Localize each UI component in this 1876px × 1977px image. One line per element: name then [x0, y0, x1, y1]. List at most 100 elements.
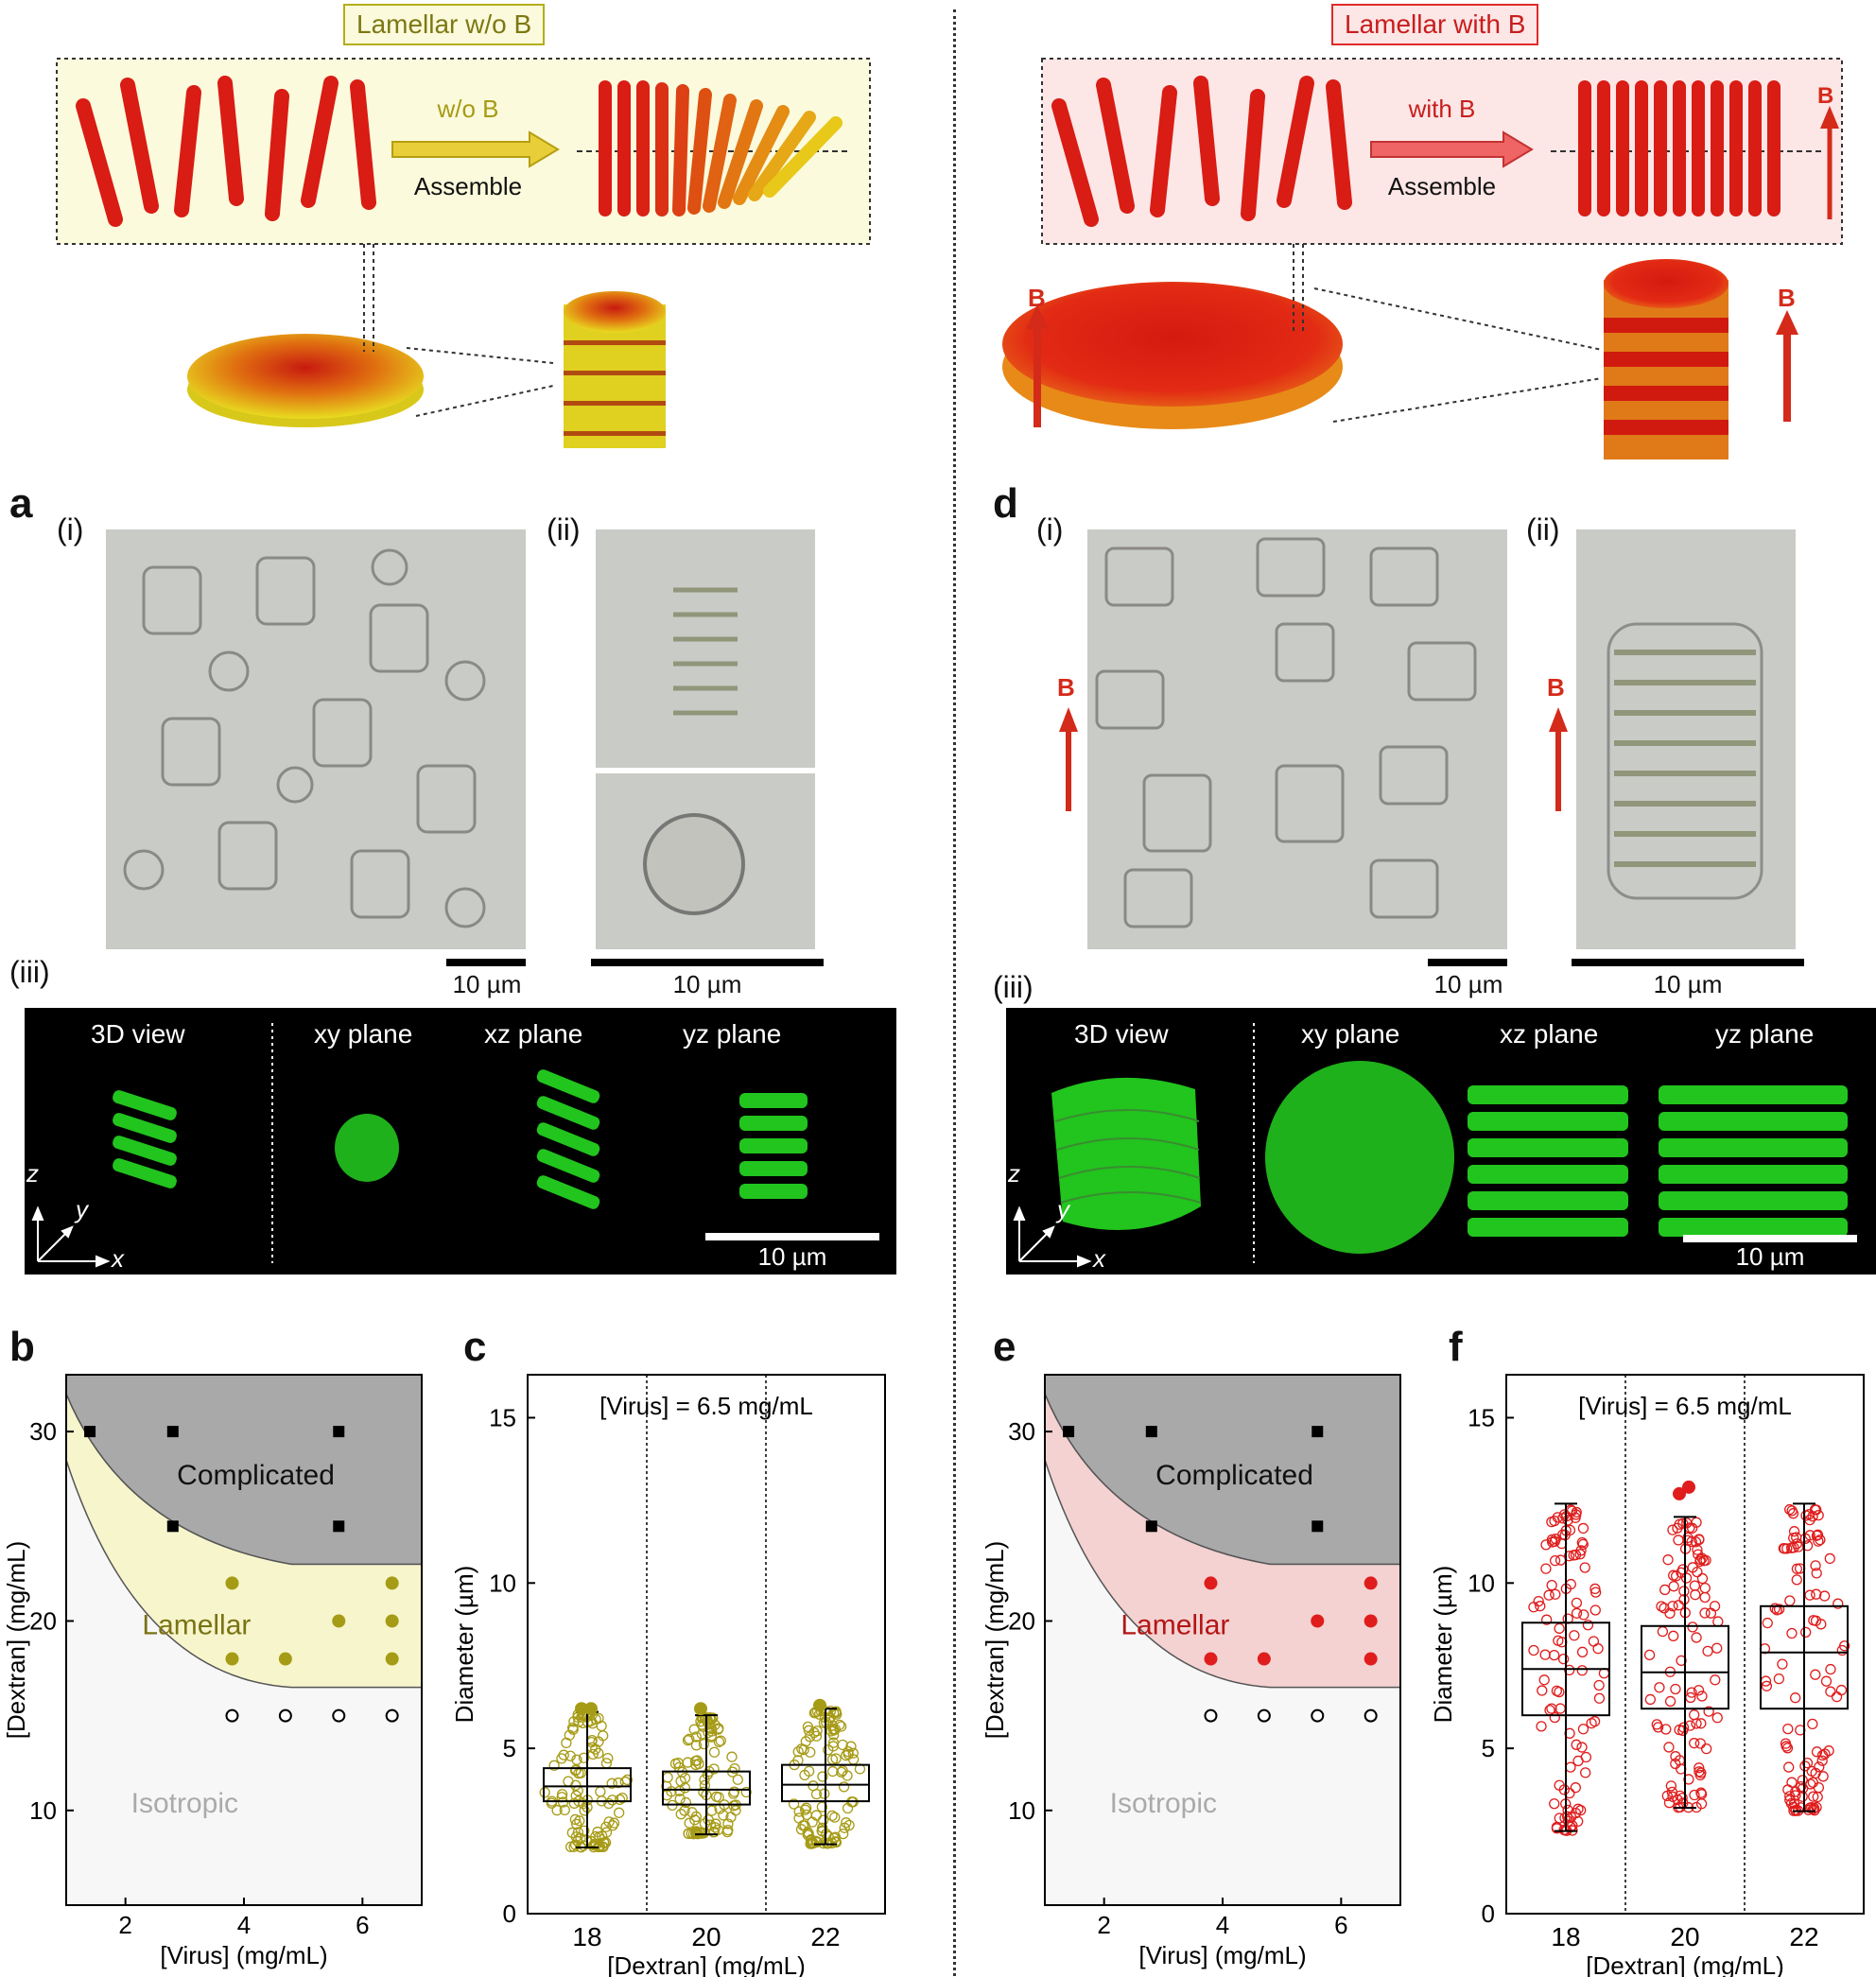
data-point	[1687, 1562, 1698, 1573]
marker-isotropic	[1311, 1708, 1325, 1723]
y-tick-label: 15	[1468, 1403, 1495, 1431]
data-point	[1670, 1683, 1681, 1695]
data-point	[1793, 1541, 1804, 1552]
y-axis-title: Diameter (µm)	[450, 1566, 478, 1724]
data-point	[539, 1787, 550, 1798]
data-point	[1554, 1622, 1565, 1634]
schematic-right	[1002, 58, 1843, 460]
data-point	[588, 1840, 599, 1851]
data-point	[1790, 1692, 1801, 1704]
fluo-d-label-3d: 3D view	[1074, 1019, 1169, 1049]
scale-bar-d-ii	[1572, 959, 1804, 966]
marker-lamellar	[385, 1652, 399, 1666]
fluo-a-label-3d: 3D view	[91, 1019, 185, 1049]
data-point	[713, 1736, 725, 1747]
data-point	[1682, 1535, 1694, 1546]
x-tick-label: 4	[1216, 1911, 1229, 1939]
region-label-lamellar: Lamellar	[1120, 1609, 1229, 1640]
data-point	[1686, 1687, 1697, 1698]
scale-text-a-i: 10 µm	[452, 970, 522, 998]
field-label-schematic: B	[1817, 83, 1834, 109]
data-point	[691, 1755, 703, 1766]
scale-bar-a-ii	[591, 959, 824, 966]
data-point	[1571, 1739, 1582, 1750]
data-point	[1576, 1536, 1588, 1549]
schematic-left	[56, 58, 871, 448]
data-point	[1701, 1743, 1712, 1755]
data-point	[661, 1780, 672, 1792]
data-point	[800, 1802, 812, 1813]
data-point	[1668, 1581, 1679, 1592]
box	[1641, 1624, 1729, 1710]
data-point	[546, 1797, 558, 1809]
outlier	[1682, 1480, 1695, 1494]
data-point	[587, 1748, 599, 1760]
data-point	[712, 1724, 724, 1735]
data-point	[1563, 1551, 1575, 1562]
marker-lamellar	[385, 1576, 399, 1590]
marker-lamellar	[1204, 1652, 1218, 1666]
data-point	[617, 1792, 628, 1804]
x-tick-label: 6	[356, 1911, 369, 1939]
data-point	[708, 1746, 721, 1758]
data-point	[1807, 1718, 1818, 1730]
data-point	[1699, 1607, 1711, 1619]
data-point	[564, 1729, 575, 1741]
data-point	[1810, 1669, 1821, 1680]
data-point	[1692, 1544, 1703, 1555]
x-tick-label: 20	[691, 1922, 721, 1951]
panel-d-sub-iii: (iii)	[993, 970, 1034, 1004]
data-point	[1782, 1723, 1794, 1735]
arrow-label-left: w/o B	[437, 95, 499, 123]
arrow-label-right: with B	[1408, 95, 1476, 123]
x-tick-label: 6	[1334, 1911, 1347, 1939]
y-axis-title: [Dextran] (mg/mL)	[2, 1541, 30, 1740]
x-axis-title: [Virus] (mg/mL)	[1138, 1941, 1306, 1969]
marker-complicated	[333, 1520, 345, 1533]
data-point	[1799, 1533, 1811, 1544]
marker-lamellar	[1364, 1576, 1378, 1590]
data-point	[1788, 1526, 1800, 1537]
data-point	[1663, 1797, 1676, 1809]
y-tick-label: 10	[29, 1796, 57, 1825]
data-point	[1824, 1552, 1835, 1565]
data-point	[690, 1827, 703, 1839]
data-point	[1695, 1718, 1707, 1729]
data-point	[1817, 1771, 1829, 1782]
data-point	[1562, 1515, 1573, 1526]
data-point	[1711, 1712, 1723, 1724]
data-point	[1773, 1673, 1785, 1685]
data-point	[1643, 1649, 1656, 1661]
fluo-d-label-xz: xz plane	[1500, 1019, 1599, 1049]
region-complicated	[65, 1374, 423, 1566]
data-point	[811, 1836, 823, 1848]
data-point	[718, 1810, 729, 1821]
data-point	[1689, 1789, 1700, 1801]
data-point	[1659, 1584, 1671, 1596]
data-point	[1553, 1635, 1564, 1646]
data-point	[1670, 1570, 1682, 1582]
data-point	[613, 1778, 624, 1789]
micrograph-d-ii	[1576, 529, 1796, 949]
data-point	[1552, 1512, 1563, 1523]
data-point	[682, 1735, 694, 1746]
data-point	[1576, 1646, 1589, 1657]
data-point	[728, 1786, 740, 1797]
y-tick-label: 30	[1008, 1417, 1035, 1446]
data-point	[836, 1766, 847, 1778]
data-point	[1810, 1560, 1821, 1571]
panel-letter-f: f	[1449, 1324, 1463, 1370]
data-point	[1811, 1568, 1822, 1579]
data-point	[1575, 1545, 1587, 1556]
data-point	[606, 1778, 617, 1789]
data-point	[1683, 1774, 1694, 1785]
data-point	[1579, 1562, 1590, 1573]
fluo-a-label-xz: xz plane	[484, 1019, 583, 1049]
data-point	[1825, 1663, 1836, 1675]
data-point	[1687, 1621, 1698, 1633]
data-point	[551, 1805, 563, 1816]
x-tick-label: 22	[810, 1922, 840, 1951]
chart-f-diameter-boxplot: 18 20 22 0 5 10 15 [Virus] = 6.5 mg/mL [Dextran]…	[1429, 1374, 1865, 1977]
data-point	[715, 1735, 726, 1746]
data-point	[1690, 1536, 1702, 1548]
